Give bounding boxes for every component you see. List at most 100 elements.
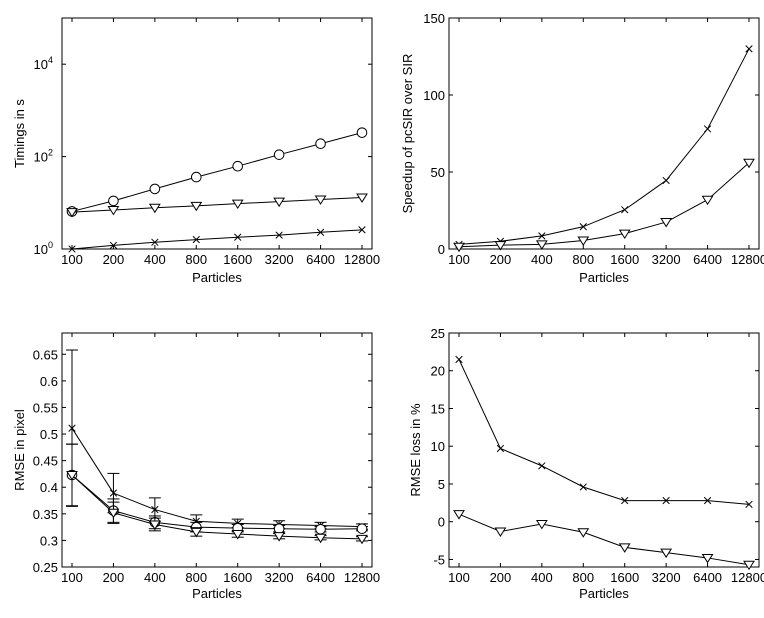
circle-marker [232, 160, 244, 172]
y-tick-label: 10 [431, 439, 445, 454]
circle-marker [356, 523, 368, 535]
x-tick-label: 12800 [731, 252, 764, 267]
x-marker [703, 125, 712, 133]
x-marker [358, 226, 366, 234]
y-tick-label: 0.6 [40, 374, 58, 389]
y-tick-label: 0 [438, 515, 445, 530]
x-tick-label: 100 [448, 252, 470, 267]
x-marker [192, 235, 200, 244]
triangle-marker [618, 543, 631, 553]
series-line [458, 513, 750, 566]
x-tick-label: 200 [490, 252, 512, 267]
axes-box [61, 332, 373, 568]
x-marker [662, 176, 670, 185]
triangle-marker [107, 508, 120, 519]
triangle-marker [231, 530, 244, 540]
y-tick-label: 25 [431, 326, 445, 341]
x-tick-label: 200 [103, 570, 125, 585]
series-line [71, 474, 363, 530]
x-tick-label: 100 [448, 570, 470, 585]
y-tick-label: 0.5 [40, 427, 58, 442]
x-marker [109, 241, 118, 249]
x-marker [455, 355, 463, 364]
triangle-marker [273, 532, 286, 542]
x-marker [496, 444, 505, 453]
x-marker [316, 228, 325, 236]
x-tick-label: 800 [572, 570, 594, 585]
x-marker [234, 233, 242, 241]
circle-marker [108, 195, 119, 207]
series-circle [66, 127, 368, 217]
circle-marker [315, 138, 326, 150]
axes-box [448, 17, 760, 250]
x-tick-label: 6400 [306, 252, 335, 267]
x-tick-label: 3200 [652, 252, 681, 267]
circle-marker [190, 171, 202, 183]
x-tick-label: 1600 [610, 252, 639, 267]
triangle-marker [535, 240, 548, 250]
chart-2: 100 200 400 800 1600 3200 6400 12800 0 50 100 150 Pa… [400, 11, 764, 285]
y-tick-label: 100 [34, 240, 53, 257]
y-tick-label: 150 [423, 11, 445, 26]
series-line [71, 427, 363, 528]
triangle-marker [148, 203, 161, 214]
triangle-marker [494, 241, 507, 251]
circle-marker [273, 523, 285, 535]
x-tick-label: 6400 [693, 252, 722, 267]
series-line [71, 132, 363, 212]
y-tick-label: 0.35 [33, 507, 58, 522]
triangle-marker [743, 158, 755, 169]
y-tick-label: 50 [431, 165, 445, 180]
series-triangle [66, 193, 368, 218]
triangle-marker [535, 519, 548, 530]
series-line [458, 48, 750, 245]
x-tick-label: 12800 [731, 570, 764, 585]
y-axis-label: Timings in s [12, 99, 27, 168]
x-tick-label: 800 [185, 252, 207, 267]
triangle-marker [453, 242, 465, 253]
y-tick-label: 5 [438, 477, 445, 492]
triangle-marker [743, 560, 755, 571]
chart-4: 100 200 400 800 1600 3200 6400 12800 -5 0 5 10 15 20 2… [408, 326, 764, 601]
triangle-marker [314, 195, 327, 205]
chart-3: 100 200 400 800 1600 3200 6400 12800 0.25 0.3 0.35… [12, 332, 380, 601]
x-tick-label: 1600 [223, 570, 252, 585]
triangle-marker [356, 534, 368, 545]
triangle-marker [453, 510, 465, 520]
triangle-marker [577, 528, 590, 538]
y-tick-label: 0.55 [33, 400, 58, 415]
triangle-marker [148, 520, 161, 530]
x-tick-label: 3200 [265, 570, 294, 585]
triangle-marker [660, 218, 673, 228]
x-marker [703, 496, 712, 505]
y-tick-label: 0.25 [33, 560, 58, 575]
x-marker [745, 45, 753, 53]
x-marker [68, 424, 76, 432]
y-tick-label: 15 [431, 401, 445, 416]
circle-marker [356, 127, 368, 138]
x-tick-label: 400 [531, 252, 553, 267]
triangle-marker [107, 205, 120, 216]
y-tick-label: -5 [433, 552, 445, 567]
x-marker [621, 496, 629, 505]
x-marker [662, 496, 670, 505]
x-marker [621, 206, 629, 214]
triangle-marker [701, 553, 714, 564]
x-tick-label: 100 [61, 252, 83, 267]
y-tick-label: 0.65 [33, 347, 58, 362]
triangle-marker [190, 527, 203, 538]
y-tick-label: 100 [423, 88, 445, 103]
x-tick-label: 400 [531, 570, 553, 585]
triangle-marker [356, 193, 368, 203]
triangle-marker [701, 195, 714, 206]
x-tick-label: 200 [103, 252, 125, 267]
x-tick-label: 6400 [306, 570, 335, 585]
x-tick-label: 3200 [652, 570, 681, 585]
triangle-marker [577, 236, 590, 246]
x-axis-label: Particles [192, 586, 242, 601]
x-tick-label: 12800 [344, 570, 380, 585]
triangle-marker [618, 229, 631, 240]
x-axis-label: Particles [579, 586, 629, 601]
x-marker [579, 223, 587, 231]
x-tick-label: 12800 [344, 252, 380, 267]
